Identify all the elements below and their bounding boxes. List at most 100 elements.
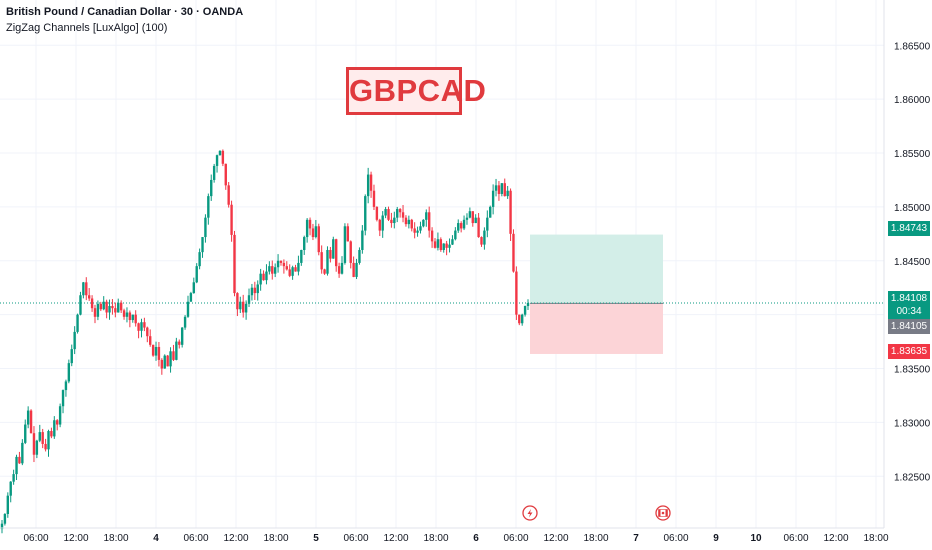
candle-body xyxy=(143,322,146,328)
candle-body xyxy=(29,410,33,434)
candle-body xyxy=(175,341,178,360)
candle-body xyxy=(457,223,460,231)
candle-body xyxy=(195,266,198,283)
candle-body xyxy=(323,269,326,274)
candle-body xyxy=(56,420,59,425)
candle-body xyxy=(96,303,100,317)
candle-body xyxy=(483,230,486,245)
candle-body xyxy=(358,249,361,263)
candle-body xyxy=(451,239,454,245)
price-tick-label: 1.85000 xyxy=(894,203,931,214)
candle-body xyxy=(122,310,126,317)
candle-body xyxy=(454,230,457,240)
candle-body xyxy=(26,410,30,425)
candle-body xyxy=(253,287,257,294)
target-price-label: 1.84743 xyxy=(888,221,930,236)
candle-body xyxy=(140,322,143,331)
candle-body xyxy=(320,252,323,270)
time-tick-label: 6 xyxy=(473,533,479,544)
candle-body xyxy=(520,314,524,324)
candle-body xyxy=(317,226,320,253)
candle-body xyxy=(329,249,332,259)
candle-body xyxy=(166,355,169,367)
candle-body xyxy=(442,243,445,250)
candle-body xyxy=(73,331,76,350)
candle-body xyxy=(186,301,190,317)
candle-body xyxy=(273,267,277,274)
candle-body xyxy=(311,228,315,238)
candle-body xyxy=(427,212,431,231)
time-tick-label: 18:00 xyxy=(263,533,288,544)
time-tick-label: 5 xyxy=(313,533,319,544)
time-tick-label: 12:00 xyxy=(383,533,408,544)
candle-body xyxy=(337,266,341,274)
candle-body xyxy=(471,211,474,224)
candle-body xyxy=(227,185,230,205)
price-axis[interactable]: 1.825001.830001.835001.840001.845001.850… xyxy=(894,41,931,483)
time-tick-label: 06:00 xyxy=(183,533,208,544)
candle-body xyxy=(303,237,306,250)
candle-body xyxy=(134,314,137,324)
candle-body xyxy=(489,206,492,218)
candle-body xyxy=(114,308,117,313)
time-tick-label: 06:00 xyxy=(23,533,48,544)
time-tick-label: 10 xyxy=(750,533,762,544)
candle-body xyxy=(172,351,175,360)
candle-body xyxy=(366,174,370,197)
candle-body xyxy=(381,215,384,231)
candle-body xyxy=(111,306,114,309)
candle-body xyxy=(212,165,216,180)
canada-flag-event-icon[interactable] xyxy=(655,505,671,521)
candle-body xyxy=(41,432,44,444)
lightning-event-icon[interactable] xyxy=(522,505,538,521)
candle-body xyxy=(119,302,123,311)
candle-body xyxy=(236,293,239,310)
time-tick-label: 18:00 xyxy=(423,533,448,544)
candle-body xyxy=(105,301,108,313)
candle-body xyxy=(422,219,425,227)
time-tick-label: 06:00 xyxy=(663,533,688,544)
candle-body xyxy=(459,223,463,229)
candle-body xyxy=(518,314,521,324)
symbol-annotation-label: GBPCAD xyxy=(346,67,486,115)
target-zone xyxy=(530,234,663,304)
candle-body xyxy=(343,226,347,263)
candle-body xyxy=(279,260,283,263)
candle-body xyxy=(282,262,286,267)
candle-body xyxy=(477,217,480,238)
candle-body xyxy=(47,431,50,450)
indicator-title[interactable]: ZigZag Channels [LuxAlgo] (100) xyxy=(6,22,168,34)
candle-body xyxy=(465,217,469,220)
candle-body xyxy=(500,183,504,194)
candle-body xyxy=(215,155,219,166)
candle-body xyxy=(445,243,448,248)
candle-body xyxy=(6,495,10,514)
candle-body xyxy=(256,284,259,294)
time-axis[interactable]: 06:00 12:00 18:00 4 06:00 12:00 18:00 5 06:00 12:… xyxy=(23,533,888,544)
candle-body xyxy=(433,241,437,248)
candle-body xyxy=(259,273,262,285)
candle-body xyxy=(12,474,15,482)
candle-body xyxy=(15,456,18,475)
candle-body xyxy=(21,442,24,464)
candle-body xyxy=(401,212,405,218)
candle-body xyxy=(486,217,489,231)
time-tick-label: 06:00 xyxy=(503,533,528,544)
candle-body xyxy=(242,301,245,313)
candle-body xyxy=(99,303,103,310)
candle-body xyxy=(58,406,62,425)
candle-body xyxy=(79,295,82,315)
candle-body xyxy=(494,185,498,191)
candle-body xyxy=(326,249,329,274)
candle-body xyxy=(375,206,379,220)
symbol-title[interactable]: British Pound / Canadian Dollar · 30 · O… xyxy=(6,6,244,18)
candle-body xyxy=(125,312,129,317)
candle-body xyxy=(230,204,233,235)
candle-body xyxy=(102,301,105,310)
candle-body xyxy=(221,150,225,164)
position-zones[interactable] xyxy=(530,234,663,354)
time-tick-label: 06:00 xyxy=(783,533,808,544)
candle-body xyxy=(305,219,309,238)
candle-body xyxy=(250,287,254,296)
